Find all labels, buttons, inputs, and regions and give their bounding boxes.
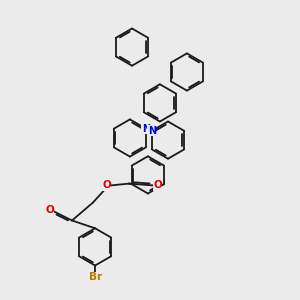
Text: O: O — [153, 180, 162, 190]
Text: Br: Br — [88, 272, 102, 283]
Text: N: N — [148, 126, 156, 136]
Text: O: O — [45, 205, 54, 215]
Text: N: N — [142, 124, 150, 134]
Text: O: O — [102, 180, 111, 190]
